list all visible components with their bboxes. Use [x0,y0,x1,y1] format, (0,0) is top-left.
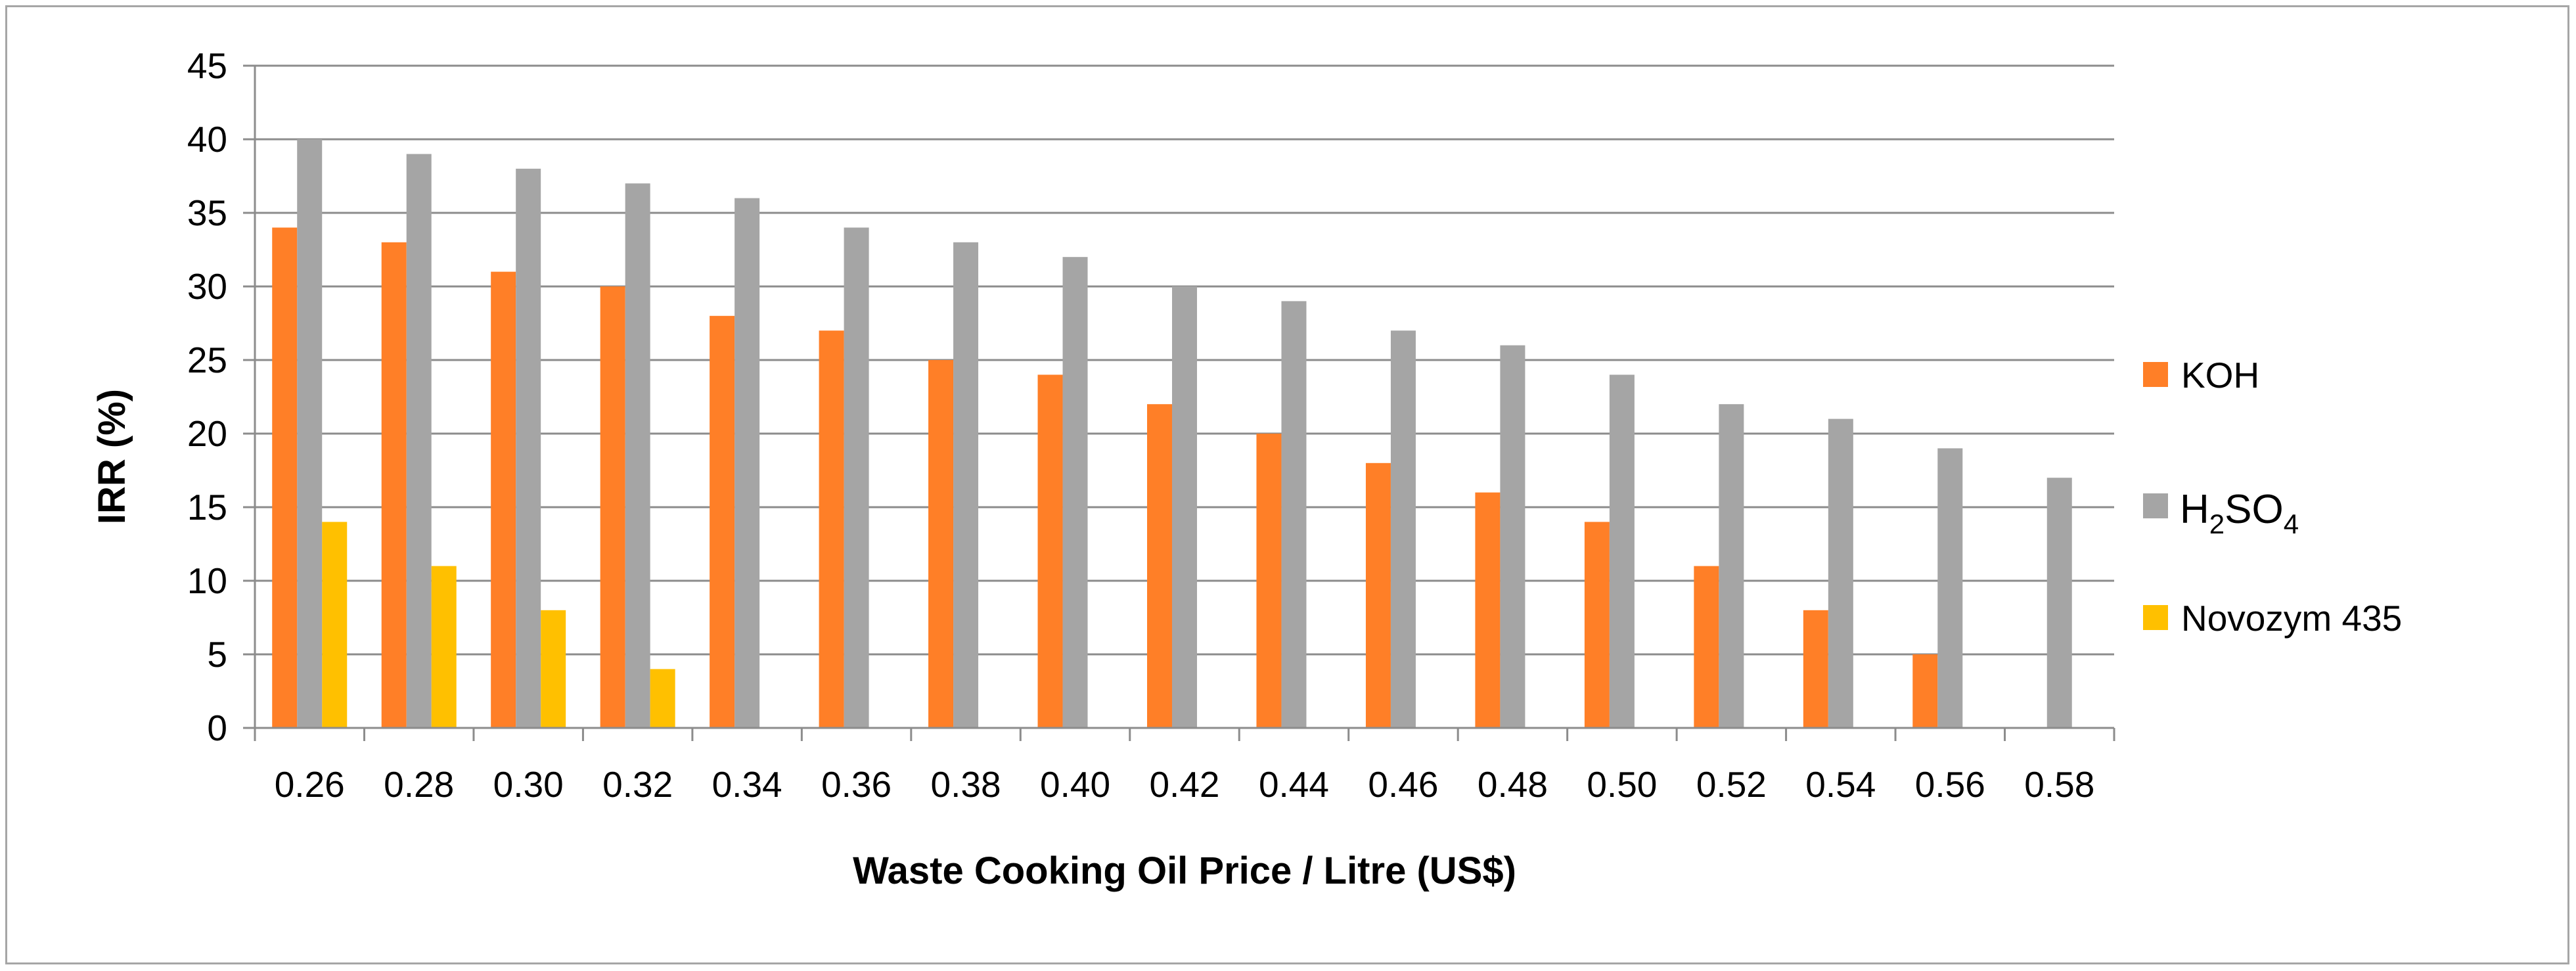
bar-novozym-435-0.26 [322,522,348,728]
bar-h2so4-0.50 [1609,374,1635,728]
bar-koh-0.50 [1584,522,1610,728]
bar-koh-0.40 [1037,374,1063,728]
bar-h2so4-0.40 [1062,257,1088,728]
x-tick-label: 0.52 [1696,764,1767,805]
bar-h2so4-0.32 [625,183,650,728]
legend-swatch-h2so4 [2143,493,2168,518]
x-tick-label: 0.38 [931,764,1001,805]
y-tick-label: 15 [187,487,227,528]
y-axis-title: IRR (%) [91,389,133,524]
bar-novozym-435-0.30 [541,610,566,728]
x-tick-label: 0.42 [1149,764,1219,805]
y-tick-label: 5 [207,634,227,675]
bar-koh-0.30 [491,271,516,729]
x-tick-label: 0.28 [384,764,454,805]
bar-koh-0.44 [1256,434,1282,728]
bar-koh-0.56 [1912,654,1938,728]
bar-h2so4-0.28 [406,154,432,728]
bar-h2so4-0.38 [953,242,979,728]
bar-koh-0.36 [819,330,844,728]
y-tick-labels: 0 5 10 15 20 25 30 35 40 45 [187,45,227,748]
bar-koh-0.42 [1147,404,1172,728]
legend-label-novozym-435: Novozym 435 [2181,598,2402,639]
x-tick-label: 0.44 [1259,764,1329,805]
bar-koh-0.34 [710,315,735,728]
x-tick-label: 0.46 [1368,764,1438,805]
y-tick-label: 25 [187,340,227,380]
bar-h2so4-0.58 [2046,478,2072,728]
legend: KOH H2SO4 Novozym 435 [2143,355,2402,639]
bar-koh-0.26 [272,227,298,728]
bar-koh-0.54 [1803,610,1828,728]
x-tick-label: 0.34 [712,764,782,805]
bar-h2so4-0.42 [1172,286,1197,728]
bar-h2so4-0.48 [1500,345,1525,728]
bar-koh-0.32 [600,286,625,728]
x-tick-label: 0.54 [1805,764,1876,805]
bar-h2so4-0.46 [1390,330,1416,728]
bar-h2so4-0.26 [297,139,323,728]
x-tick-label: 0.32 [602,764,673,805]
bar-h2so4-0.56 [1937,448,1963,728]
x-tick-label: 0.26 [275,764,345,805]
bar-koh-0.28 [381,242,407,728]
x-tick-label: 0.40 [1040,764,1110,805]
bar-novozym-435-0.28 [431,566,457,728]
legend-swatch-koh [2143,362,2168,387]
x-tick-label: 0.56 [1915,764,1985,805]
x-tick-label: 0.48 [1478,764,1548,805]
bar-h2so4-0.52 [1719,404,1744,728]
y-tick-label: 0 [207,708,227,748]
bar-koh-0.52 [1694,566,1719,728]
x-tick-label: 0.50 [1587,764,1657,805]
bar-h2so4-0.44 [1281,301,1307,728]
bar-h2so4-0.36 [844,227,869,728]
y-tick-label: 45 [187,45,227,86]
x-tick-label: 0.36 [821,764,892,805]
x-axis-title: Waste Cooking Oil Price / Litre (US$) [853,849,1516,892]
x-tick-labels: 0.26 0.28 0.30 0.32 0.34 0.36 0.38 0.40 0.42 0.44… [275,764,2095,805]
x-tick-label: 0.58 [2024,764,2094,805]
y-tick-label: 35 [187,192,227,233]
bar-h2so4-0.34 [734,198,760,729]
y-tick-label: 30 [187,266,227,307]
bar-novozym-435-0.32 [650,669,675,728]
bars [272,139,2072,729]
bar-h2so4-0.54 [1828,418,1853,728]
bar-koh-0.38 [928,360,954,728]
bar-koh-0.48 [1475,492,1501,728]
bar-h2so4-0.30 [516,168,541,728]
bar-koh-0.46 [1365,463,1391,728]
legend-label-koh: KOH [2181,355,2259,395]
y-tick-label: 20 [187,413,227,454]
x-tick-label: 0.30 [493,764,564,805]
legend-label-h2so4: H2SO4 [2180,487,2299,539]
legend-swatch-novozym-435 [2143,605,2168,630]
axes [254,66,2115,741]
y-tick-label: 40 [187,119,227,160]
y-tick-label: 10 [187,560,227,601]
